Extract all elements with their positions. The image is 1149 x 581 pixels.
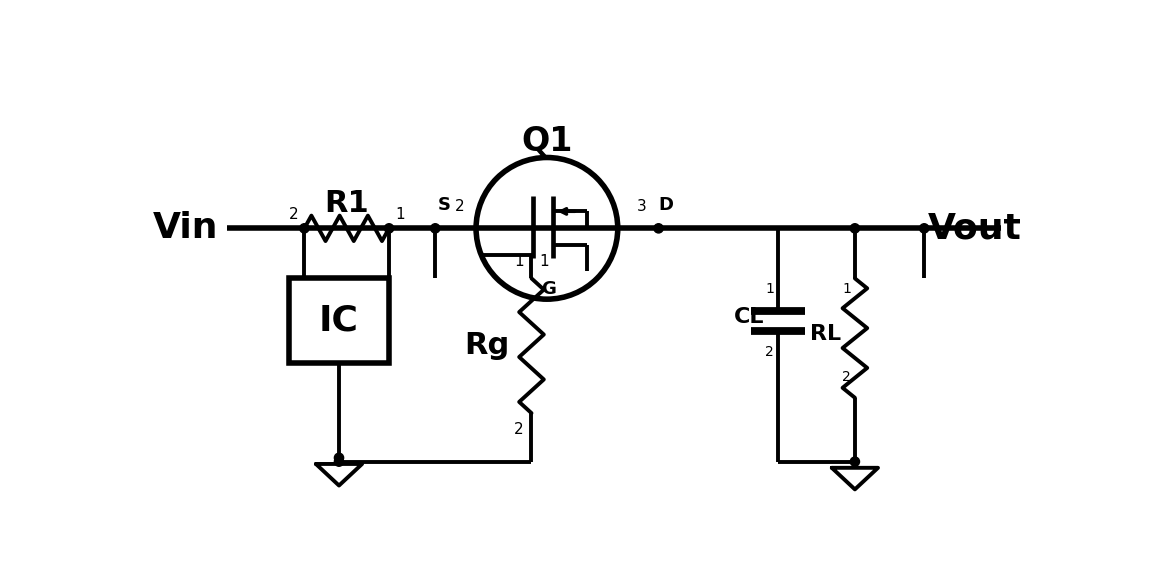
Text: 2: 2	[288, 207, 299, 222]
Circle shape	[385, 224, 394, 233]
Text: 1: 1	[539, 254, 549, 269]
Circle shape	[334, 457, 344, 467]
Text: 1: 1	[842, 282, 851, 296]
Text: Rg: Rg	[464, 331, 510, 360]
Circle shape	[919, 224, 928, 233]
Text: Q1: Q1	[522, 124, 572, 157]
Text: Vout: Vout	[928, 211, 1021, 245]
Text: CL: CL	[733, 307, 764, 327]
Circle shape	[431, 224, 440, 233]
Text: G: G	[541, 280, 556, 298]
Text: 2: 2	[765, 345, 774, 359]
Text: D: D	[658, 196, 673, 214]
Circle shape	[334, 453, 344, 462]
Text: 2: 2	[455, 199, 464, 214]
Circle shape	[300, 224, 309, 233]
Text: RL: RL	[810, 324, 841, 344]
Text: 2: 2	[842, 370, 851, 384]
Circle shape	[654, 224, 663, 233]
Circle shape	[850, 457, 859, 467]
Text: 1: 1	[395, 207, 404, 222]
Text: 1: 1	[765, 282, 774, 296]
Text: Vin: Vin	[153, 211, 218, 245]
Circle shape	[850, 224, 859, 233]
Text: 1: 1	[514, 254, 524, 269]
Text: 3: 3	[638, 199, 647, 214]
Text: IC: IC	[319, 304, 358, 338]
Text: 2: 2	[514, 422, 524, 437]
Text: R1: R1	[324, 189, 369, 218]
Text: S: S	[438, 196, 450, 214]
Bar	[288, 278, 390, 363]
